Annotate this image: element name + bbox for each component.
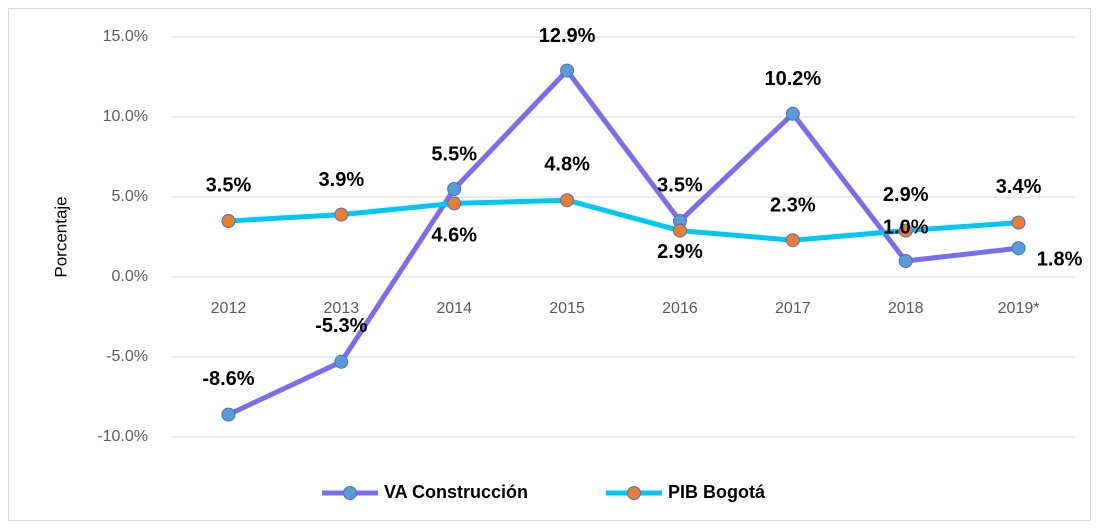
marker [898,223,913,238]
x-tick-label: 2017 [775,300,811,317]
data-label: 1.0% [883,216,929,238]
x-tick-label: 2014 [436,300,472,317]
data-label: -8.6% [202,368,254,390]
marker [560,63,575,78]
data-label: -5.3% [315,315,367,337]
y-axis-title: Porcentaje [51,196,70,277]
data-label: 4.6% [431,225,477,247]
data-label: 3.9% [319,169,365,191]
x-tick-label: 2016 [662,300,698,317]
x-tick-label: 2013 [324,300,360,317]
marker [447,196,462,211]
marker [560,193,575,208]
x-tick-label: 2018 [888,300,924,317]
data-label: 1.8% [1037,248,1083,270]
series-line [228,197,1019,243]
data-label: 3.5% [206,174,252,196]
y-tick-label: 10.0% [103,108,148,125]
legend-marker [627,486,641,500]
data-label: 5.5% [431,143,477,165]
x-tick-label: 2019* [998,300,1040,317]
data-label: 2.9% [657,241,703,263]
marker [898,254,913,268]
data-label: 4.8% [544,153,590,175]
marker [1011,241,1026,256]
y-tick-label: 5.0% [112,188,148,205]
marker [334,207,349,222]
y-tick-label: -10.0% [97,428,148,445]
series-line [227,68,1019,417]
y-tick-label: 0.0% [112,268,148,285]
legend-marker [343,486,357,500]
marker [334,354,349,369]
data-label: 3.4% [996,176,1042,198]
marker [785,233,800,248]
data-label: 2.3% [770,194,816,216]
x-tick-label: 2015 [549,300,585,317]
marker [221,407,236,422]
chart-border [8,8,1091,521]
legend-label: PIB Bogotá [668,482,766,502]
marker [1011,215,1026,230]
data-label: 10.2% [764,68,821,90]
marker [672,223,687,238]
marker [447,182,462,196]
marker [785,106,800,121]
x-tick-label: 2012 [211,300,247,317]
legend-label: VA Construcción [384,482,528,502]
data-label: 12.9% [539,25,596,47]
y-tick-label: -5.0% [106,348,148,365]
y-tick-label: 15.0% [103,28,148,45]
data-label: 3.5% [657,174,703,196]
data-label: 2.9% [883,184,929,206]
marker [221,214,236,228]
